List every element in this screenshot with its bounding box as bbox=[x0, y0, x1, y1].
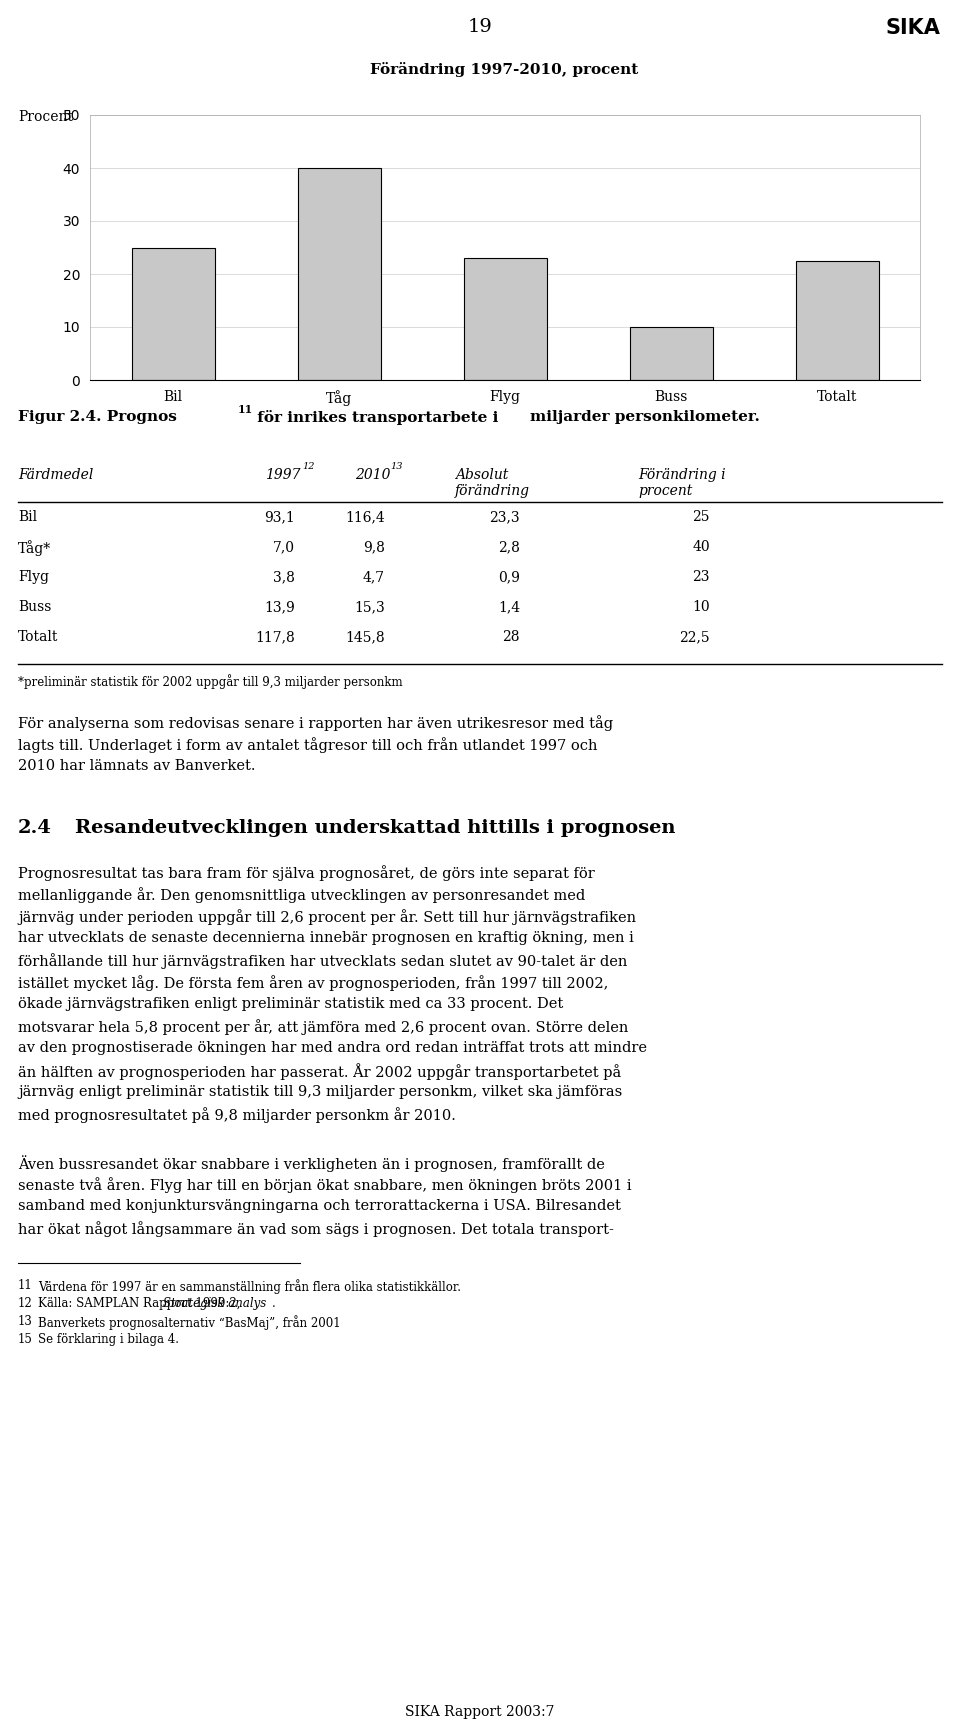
Bar bbox=[796, 262, 878, 380]
Text: har ökat något långsammare än vad som sägs i prognosen. Det totala transport-: har ökat något långsammare än vad som sä… bbox=[18, 1220, 613, 1237]
Text: Prognosresultat tas bara fram för själva prognosåret, de görs inte separat för: Prognosresultat tas bara fram för själva… bbox=[18, 866, 595, 881]
Text: 22,5: 22,5 bbox=[680, 630, 710, 644]
Text: .: . bbox=[272, 1298, 276, 1310]
Text: 11: 11 bbox=[18, 1279, 33, 1292]
Bar bbox=[464, 258, 546, 380]
Text: 19: 19 bbox=[468, 17, 492, 36]
Text: järnväg under perioden uppgår till 2,6 procent per år. Sett till hur järnvägstra: järnväg under perioden uppgår till 2,6 p… bbox=[18, 909, 636, 924]
Text: *preliminär statistik för 2002 uppgår till 9,3 miljarder personkm: *preliminär statistik för 2002 uppgår ti… bbox=[18, 675, 402, 688]
Text: av den prognostiserade ökningen har med andra ord redan inträffat trots att mind: av den prognostiserade ökningen har med … bbox=[18, 1041, 647, 1055]
Text: Absolut: Absolut bbox=[455, 468, 509, 482]
Text: SIKA: SIKA bbox=[885, 17, 940, 38]
Text: 25: 25 bbox=[692, 509, 710, 523]
Text: 12: 12 bbox=[302, 461, 315, 472]
Text: procent: procent bbox=[638, 484, 692, 497]
Text: Tåg*: Tåg* bbox=[18, 540, 51, 556]
Text: istället mycket låg. De första fem åren av prognosperioden, från 1997 till 2002,: istället mycket låg. De första fem åren … bbox=[18, 976, 609, 991]
Text: Buss: Buss bbox=[18, 601, 52, 614]
Text: Även bussresandet ökar snabbare i verkligheten än i prognosen, framförallt de: Även bussresandet ökar snabbare i verkli… bbox=[18, 1155, 605, 1172]
Text: 4,7: 4,7 bbox=[363, 570, 385, 583]
Text: samband med konjunktursvängningarna och terrorattackerna i USA. Bilresandet: samband med konjunktursvängningarna och … bbox=[18, 1200, 621, 1213]
Text: har utvecklats de senaste decennierna innebär prognosen en kraftig ökning, men i: har utvecklats de senaste decennierna in… bbox=[18, 931, 634, 945]
Text: 28: 28 bbox=[502, 630, 520, 644]
Text: 2010 har lämnats av Banverket.: 2010 har lämnats av Banverket. bbox=[18, 759, 255, 773]
Text: 3,8: 3,8 bbox=[274, 570, 295, 583]
Text: Figur 2.4. Prognos: Figur 2.4. Prognos bbox=[18, 410, 177, 423]
Text: 117,8: 117,8 bbox=[255, 630, 295, 644]
Text: 0,9: 0,9 bbox=[498, 570, 520, 583]
Text: 23,3: 23,3 bbox=[490, 509, 520, 523]
Text: För analyserna som redovisas senare i rapporten har även utrikesresor med tåg: För analyserna som redovisas senare i ra… bbox=[18, 714, 613, 731]
Text: 1997: 1997 bbox=[265, 468, 300, 482]
Text: 145,8: 145,8 bbox=[346, 630, 385, 644]
Text: 2.4: 2.4 bbox=[18, 819, 52, 836]
Text: 40: 40 bbox=[692, 540, 710, 554]
Text: 13: 13 bbox=[18, 1315, 33, 1329]
Text: Procent: Procent bbox=[18, 110, 73, 124]
Text: 12: 12 bbox=[18, 1298, 33, 1310]
Text: Resandeutvecklingen underskattad hittills i prognosen: Resandeutvecklingen underskattad hittill… bbox=[75, 819, 676, 836]
Text: 93,1: 93,1 bbox=[264, 509, 295, 523]
Bar bbox=[630, 327, 712, 380]
Text: förhållande till hur järnvägstrafiken har utvecklats sedan slutet av 90-talet är: förhållande till hur järnvägstrafiken ha… bbox=[18, 953, 628, 969]
Text: 13: 13 bbox=[390, 461, 402, 472]
Text: förändring: förändring bbox=[455, 484, 530, 497]
Text: än hälften av prognosperioden har passerat. År 2002 uppgår transportarbetet på: än hälften av prognosperioden har passer… bbox=[18, 1064, 621, 1079]
Text: 7,0: 7,0 bbox=[273, 540, 295, 554]
Text: 1,4: 1,4 bbox=[498, 601, 520, 614]
Text: senaste två åren. Flyg har till en början ökat snabbare, men ökningen bröts 2001: senaste två åren. Flyg har till en börja… bbox=[18, 1177, 632, 1193]
Text: för inrikes transportarbete i: för inrikes transportarbete i bbox=[252, 410, 504, 425]
Text: 15,3: 15,3 bbox=[354, 601, 385, 614]
Bar bbox=[298, 169, 380, 380]
Text: 13,9: 13,9 bbox=[264, 601, 295, 614]
Text: Se förklaring i bilaga 4.: Se förklaring i bilaga 4. bbox=[38, 1334, 179, 1346]
Text: järnväg enligt preliminär statistik till 9,3 miljarder personkm, vilket ska jämf: järnväg enligt preliminär statistik till… bbox=[18, 1084, 622, 1100]
Text: Totalt: Totalt bbox=[18, 630, 59, 644]
Text: SIKA Rapport 2003:7: SIKA Rapport 2003:7 bbox=[405, 1706, 555, 1719]
Bar bbox=[132, 248, 214, 380]
Text: 15: 15 bbox=[18, 1334, 33, 1346]
Text: 11: 11 bbox=[238, 404, 253, 415]
Text: 10: 10 bbox=[692, 601, 710, 614]
Text: miljarder personkilometer.: miljarder personkilometer. bbox=[530, 410, 760, 423]
Text: lagts till. Underlaget i form av antalet tågresor till och från utlandet 1997 oc: lagts till. Underlaget i form av antalet… bbox=[18, 737, 597, 752]
Text: 9,8: 9,8 bbox=[363, 540, 385, 554]
Text: 2010: 2010 bbox=[355, 468, 391, 482]
Text: 2,8: 2,8 bbox=[498, 540, 520, 554]
Text: motsvarar hela 5,8 procent per år, att jämföra med 2,6 procent ovan. Större dele: motsvarar hela 5,8 procent per år, att j… bbox=[18, 1019, 629, 1034]
Text: Färdmedel: Färdmedel bbox=[18, 468, 93, 482]
Text: Källa: SAMPLAN Rapport 1999:2,: Källa: SAMPLAN Rapport 1999:2, bbox=[38, 1298, 244, 1310]
Text: Flyg: Flyg bbox=[18, 570, 49, 583]
Text: Strategisk analys: Strategisk analys bbox=[163, 1298, 266, 1310]
Text: 23: 23 bbox=[692, 570, 710, 583]
Text: med prognosresultatet på 9,8 miljarder personkm år 2010.: med prognosresultatet på 9,8 miljarder p… bbox=[18, 1107, 456, 1122]
Text: Förändring 1997-2010, procent: Förändring 1997-2010, procent bbox=[370, 62, 638, 77]
Text: mellanliggande år. Den genomsnittliga utvecklingen av personresandet med: mellanliggande år. Den genomsnittliga ut… bbox=[18, 886, 586, 904]
Text: Värdena för 1997 är en sammanställning från flera olika statistikkällor.: Värdena för 1997 är en sammanställning f… bbox=[38, 1279, 461, 1294]
Text: ökade järnvägstrafiken enligt preliminär statistik med ca 33 procent. Det: ökade järnvägstrafiken enligt preliminär… bbox=[18, 996, 564, 1010]
Text: Bil: Bil bbox=[18, 509, 37, 523]
Text: Förändring i: Förändring i bbox=[638, 468, 726, 482]
Text: 116,4: 116,4 bbox=[346, 509, 385, 523]
Text: Banverkets prognosalternativ “BasMaj”, från 2001: Banverkets prognosalternativ “BasMaj”, f… bbox=[38, 1315, 341, 1330]
